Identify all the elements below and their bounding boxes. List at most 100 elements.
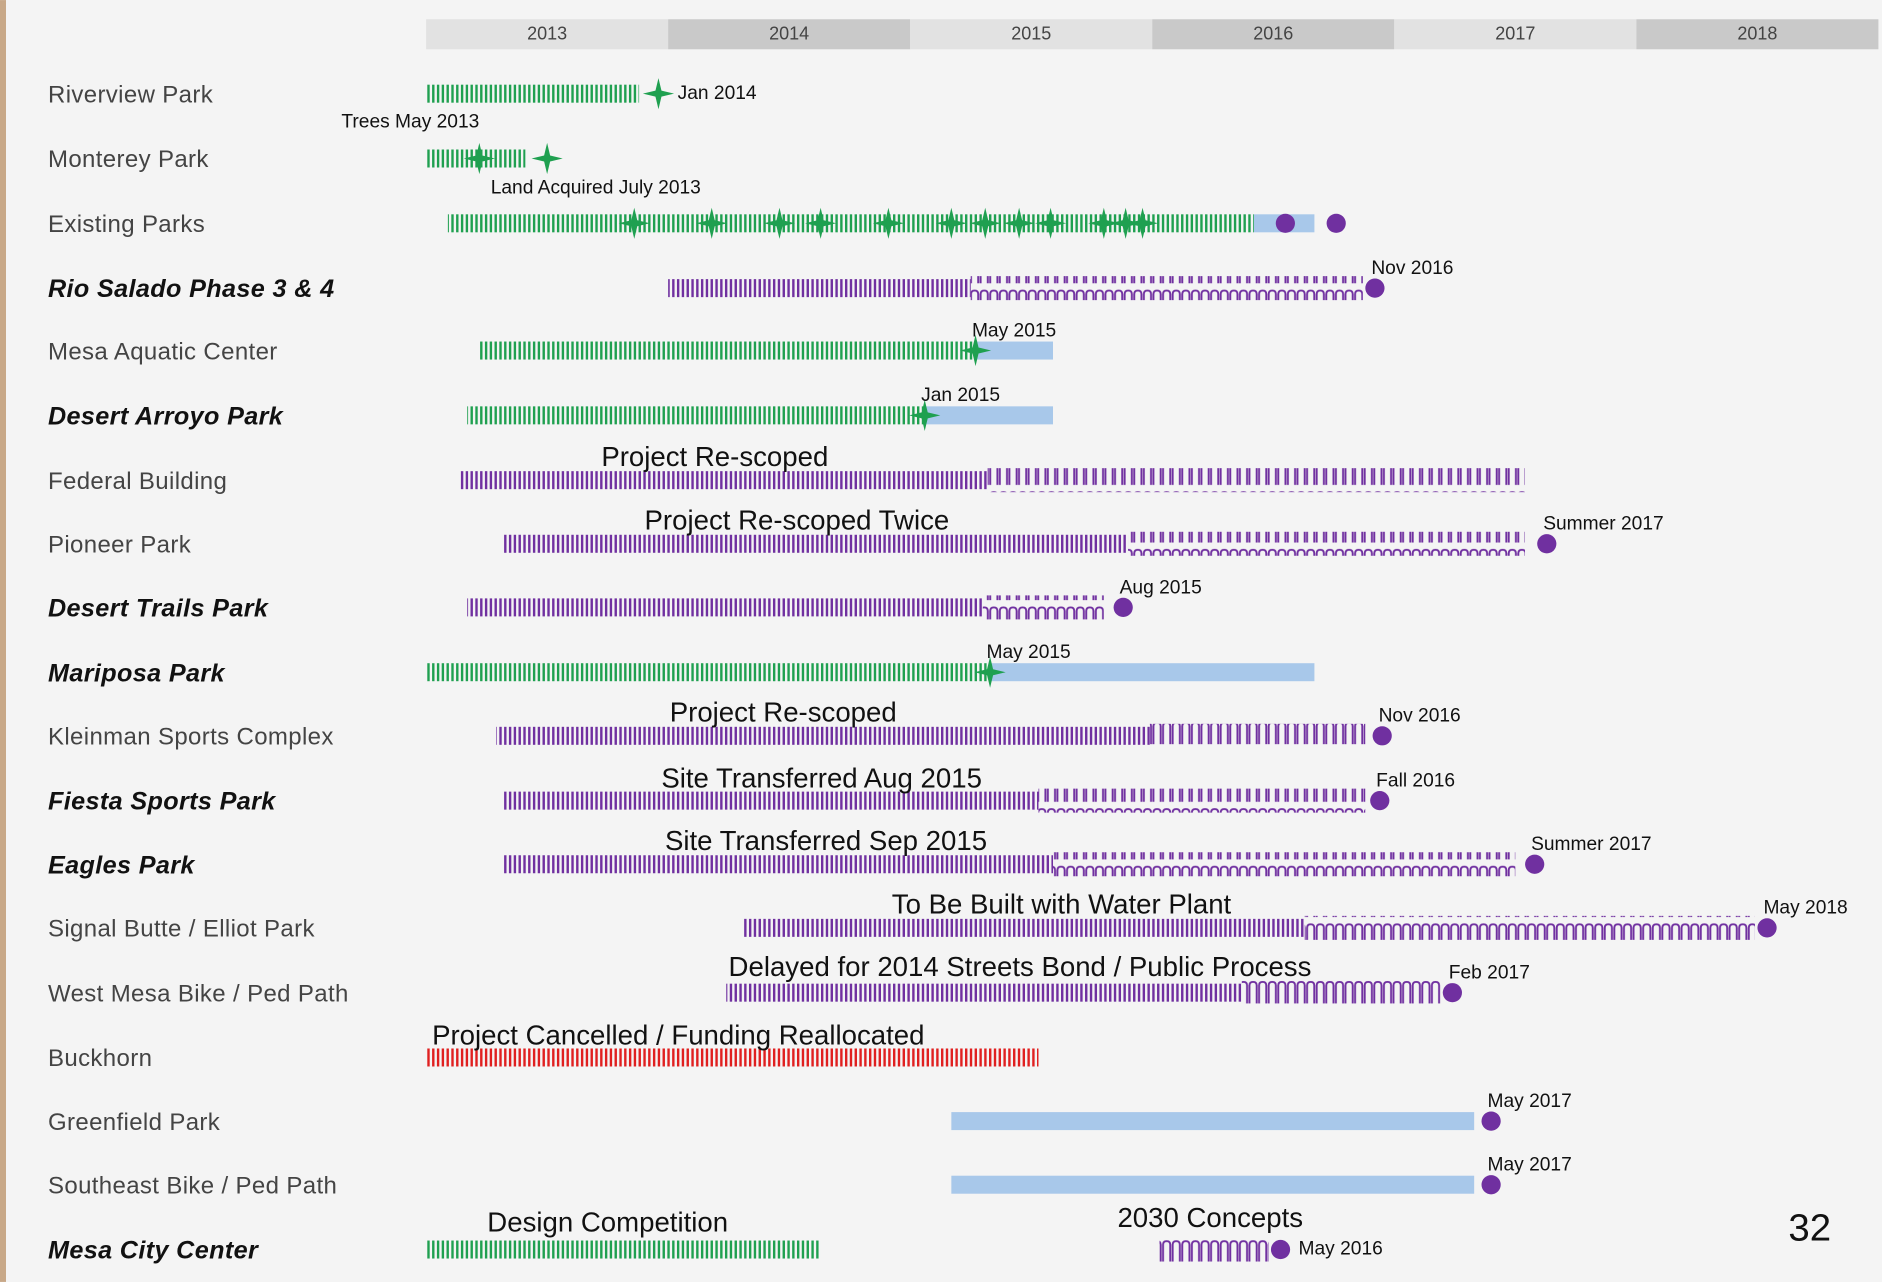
milestone-star <box>969 207 1001 239</box>
row-label: Federal Building <box>48 468 227 495</box>
segment-note: Project Re-scoped <box>601 441 828 472</box>
timeline-segment <box>426 1240 821 1259</box>
milestone-dot <box>1113 597 1133 617</box>
milestone-dot <box>1757 918 1777 938</box>
page-number: 32 <box>1788 1206 1831 1249</box>
milestone-dot <box>1365 278 1385 298</box>
row-label: Desert Trails Park <box>48 594 270 622</box>
milestone-dot <box>1537 534 1557 554</box>
milestone-label: Land Acquired July 2013 <box>491 178 701 199</box>
milestone-label: Jan 2015 <box>921 385 1000 406</box>
segment-note: Design Competition <box>487 1207 728 1238</box>
timeline-segment <box>668 279 971 298</box>
timeline-segment <box>1038 788 1366 813</box>
milestone-label: Summer 2017 <box>1531 834 1652 855</box>
row-label: Buckhorn <box>48 1045 152 1072</box>
milestone-star <box>935 207 967 239</box>
milestone-dot <box>1275 213 1295 233</box>
year-label: 2013 <box>527 24 567 44</box>
timeline-segment <box>467 598 983 617</box>
timeline-segment <box>1241 980 1441 1005</box>
row-label: Greenfield Park <box>48 1109 221 1136</box>
row-label: Kleinman Sports Complex <box>48 724 334 751</box>
milestone-label: Nov 2016 <box>1379 706 1461 727</box>
milestone-label: Fall 2016 <box>1376 771 1455 792</box>
timeline-segment <box>426 1048 1039 1067</box>
year-band <box>1152 19 1395 50</box>
timeline-segment <box>503 534 1129 553</box>
milestone-label: Feb 2017 <box>1449 963 1530 984</box>
row-label: Mesa Aquatic Center <box>48 338 278 365</box>
row-label: Eagles Park <box>48 851 196 879</box>
timeline-segment <box>951 1112 1475 1131</box>
milestone-star <box>974 656 1006 688</box>
year-band <box>910 19 1153 50</box>
row-label: Existing Parks <box>48 211 205 238</box>
milestone-star <box>531 142 563 175</box>
milestone-star <box>959 334 992 367</box>
segment-note: 2030 Concepts <box>1117 1202 1303 1233</box>
timeline-segment <box>1159 1237 1269 1262</box>
timeline-segment <box>503 791 1039 810</box>
milestone-star <box>1110 207 1142 239</box>
milestone-star <box>872 207 905 239</box>
milestone-star <box>1003 207 1035 239</box>
milestone-dot <box>1442 983 1462 1003</box>
segment-note: Project Cancelled / Funding Reallocated <box>432 1019 924 1050</box>
timeline-segment <box>726 983 1242 1002</box>
milestone-star <box>618 207 650 239</box>
milestone-dot <box>1481 1111 1501 1131</box>
row-label: Monterey Park <box>48 146 209 173</box>
milestone-dot <box>1370 791 1390 811</box>
milestone-label: Trees May 2013 <box>341 112 479 133</box>
milestone-label: Nov 2016 <box>1371 258 1453 279</box>
milestone-star <box>805 207 837 239</box>
segment-note: Site Transferred Aug 2015 <box>661 763 982 794</box>
row-label: Pioneer Park <box>48 532 192 559</box>
milestone-label: Jan 2014 <box>678 83 757 104</box>
row-label: Riverview Park <box>48 81 214 108</box>
row-label: Fiesta Sports Park <box>48 788 277 816</box>
year-label: 2016 <box>1253 24 1293 44</box>
milestone-label: Summer 2017 <box>1543 514 1664 535</box>
timeline-segment <box>1128 531 1526 556</box>
segment-note: To Be Built with Water Plant <box>892 889 1232 920</box>
segment-note: Project Re-scoped Twice <box>645 504 950 535</box>
timeline-segment <box>924 406 1054 425</box>
timeline-segment <box>496 726 1150 745</box>
year-band <box>1636 19 1879 50</box>
row-label: Rio Salado Phase 3 & 4 <box>48 275 334 303</box>
year-band <box>426 19 669 50</box>
row-label: Mariposa Park <box>48 659 227 687</box>
timeline-segment <box>467 406 925 425</box>
milestone-dot <box>1270 1239 1291 1260</box>
milestone-label: Aug 2015 <box>1120 577 1202 598</box>
segment-note: Delayed for 2014 Streets Bond / Public P… <box>729 951 1312 982</box>
timeline-segment <box>951 1175 1475 1194</box>
milestone-label: May 2015 <box>986 642 1070 663</box>
milestone-star <box>696 207 728 239</box>
milestone-star <box>642 78 675 110</box>
milestone-dot <box>1481 1175 1501 1195</box>
year-label: 2015 <box>1011 24 1051 44</box>
timeline-segment <box>426 663 991 682</box>
timeline-segment <box>982 595 1104 620</box>
left-border <box>0 0 7 1282</box>
year-label: 2018 <box>1737 24 1777 44</box>
timeline-segment <box>990 663 1315 682</box>
timeline-segment <box>970 276 1363 301</box>
timeline-segment <box>1149 723 1366 748</box>
year-label: 2014 <box>769 24 809 44</box>
year-band <box>1394 19 1637 50</box>
row-label: Southeast Bike / Ped Path <box>48 1172 337 1199</box>
year-label: 2017 <box>1495 24 1535 44</box>
segment-note: Site Transferred Sep 2015 <box>665 825 987 856</box>
milestone-star <box>909 399 941 431</box>
milestone-label: May 2018 <box>1763 898 1847 919</box>
row-label: Mesa City Center <box>48 1237 259 1265</box>
milestone-label: May 2017 <box>1488 1091 1572 1112</box>
milestone-label: May 2015 <box>972 320 1056 341</box>
milestone-dot <box>1372 726 1392 746</box>
